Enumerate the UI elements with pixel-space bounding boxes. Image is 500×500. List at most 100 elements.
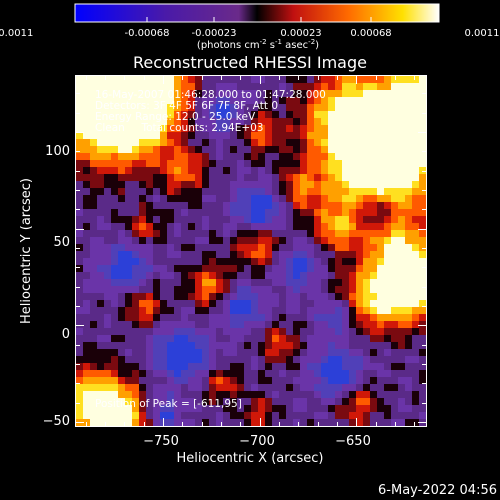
heatmap-cell xyxy=(174,391,181,398)
heatmap-cell xyxy=(76,195,83,202)
heatmap-cell xyxy=(104,132,111,139)
heatmap-cell xyxy=(370,83,377,90)
heatmap-cell xyxy=(244,391,251,398)
heatmap-cell xyxy=(118,384,125,391)
heatmap-cell xyxy=(209,160,216,167)
heatmap-cell xyxy=(132,195,139,202)
heatmap-cell xyxy=(237,195,244,202)
heatmap-cell xyxy=(258,146,265,153)
heatmap-cell xyxy=(202,174,209,181)
heatmap-cell xyxy=(307,356,314,363)
heatmap-cell xyxy=(349,223,356,230)
heatmap-cell xyxy=(356,328,363,335)
heatmap-cell xyxy=(398,97,405,104)
heatmap-cell xyxy=(216,139,223,146)
heatmap-cell xyxy=(97,398,104,405)
heatmap-cell xyxy=(328,314,335,321)
heatmap-cell xyxy=(160,174,167,181)
annotation-energy: Energy Range: 12.0 - 25.0 keV xyxy=(95,111,256,123)
heatmap-cell xyxy=(202,132,209,139)
heatmap-cell xyxy=(111,349,118,356)
heatmap-cell xyxy=(405,265,412,272)
heatmap-cell xyxy=(146,230,153,237)
heatmap-cell xyxy=(188,97,195,104)
heatmap-cell xyxy=(363,97,370,104)
heatmap-cell xyxy=(230,216,237,223)
heatmap-cell xyxy=(167,181,174,188)
heatmap-cell xyxy=(328,286,335,293)
heatmap-cell xyxy=(125,384,132,391)
heatmap-cell xyxy=(104,76,111,83)
heatmap-cell xyxy=(167,202,174,209)
heatmap-cell xyxy=(237,125,244,132)
heatmap-cell xyxy=(132,370,139,377)
heatmap-cell xyxy=(342,216,349,223)
heatmap-cell xyxy=(328,125,335,132)
heatmap-cell xyxy=(111,391,118,398)
heatmap-cell xyxy=(76,272,83,279)
heatmap-cell xyxy=(307,153,314,160)
heatmap-cell xyxy=(244,195,251,202)
heatmap-cell xyxy=(300,279,307,286)
heatmap-cell xyxy=(202,167,209,174)
heatmap-cell xyxy=(76,209,83,216)
heatmap-cell xyxy=(405,349,412,356)
heatmap-cell xyxy=(76,384,83,391)
heatmap-cell xyxy=(300,251,307,258)
heatmap-cell xyxy=(153,209,160,216)
heatmap-cell xyxy=(125,202,132,209)
heatmap-cell xyxy=(286,111,293,118)
heatmap-cell xyxy=(335,370,342,377)
heatmap-cell xyxy=(111,216,118,223)
heatmap-cell xyxy=(97,209,104,216)
heatmap-cell xyxy=(251,265,258,272)
heatmap-cell xyxy=(377,335,384,342)
heatmap-cell xyxy=(398,293,405,300)
heatmap-cell xyxy=(321,377,328,384)
heatmap-cell xyxy=(90,412,97,419)
heatmap-cell xyxy=(202,335,209,342)
heatmap-cell xyxy=(195,419,202,426)
heatmap-cell xyxy=(405,279,412,286)
heatmap-cell xyxy=(286,419,293,426)
heatmap-cell xyxy=(300,181,307,188)
heatmap-cell xyxy=(272,307,279,314)
heatmap-cell xyxy=(223,202,230,209)
heatmap-cell xyxy=(307,405,314,412)
heatmap-cell xyxy=(132,328,139,335)
heatmap-cell xyxy=(174,181,181,188)
heatmap-cell xyxy=(167,146,174,153)
heatmap-cell xyxy=(293,188,300,195)
heatmap-cell xyxy=(125,391,132,398)
heatmap-cell xyxy=(258,97,265,104)
heatmap-cell xyxy=(202,391,209,398)
heatmap-cell xyxy=(230,265,237,272)
heatmap-cell xyxy=(174,349,181,356)
heatmap-cell xyxy=(293,412,300,419)
heatmap-cell xyxy=(97,160,104,167)
heatmap-cell xyxy=(293,272,300,279)
heatmap-cell xyxy=(398,174,405,181)
heatmap-cell xyxy=(286,202,293,209)
heatmap-cell xyxy=(370,342,377,349)
heatmap-cell xyxy=(167,223,174,230)
heatmap-cell xyxy=(391,342,398,349)
heatmap-cell xyxy=(286,97,293,104)
heatmap-cell xyxy=(272,76,279,83)
heatmap-cell xyxy=(391,167,398,174)
heatmap-cell xyxy=(349,391,356,398)
heatmap-cell xyxy=(370,398,377,405)
heatmap-cell xyxy=(146,342,153,349)
heatmap-cell xyxy=(132,139,139,146)
heatmap-cell xyxy=(356,279,363,286)
heatmap-cell xyxy=(181,300,188,307)
heatmap-cell xyxy=(279,139,286,146)
heatmap-cell xyxy=(216,384,223,391)
heatmap-cell xyxy=(314,370,321,377)
heatmap-cell xyxy=(328,139,335,146)
heatmap-cell xyxy=(132,293,139,300)
heatmap-cell xyxy=(160,405,167,412)
heatmap-cell xyxy=(293,314,300,321)
heatmap-cell xyxy=(230,230,237,237)
heatmap-cell xyxy=(104,181,111,188)
